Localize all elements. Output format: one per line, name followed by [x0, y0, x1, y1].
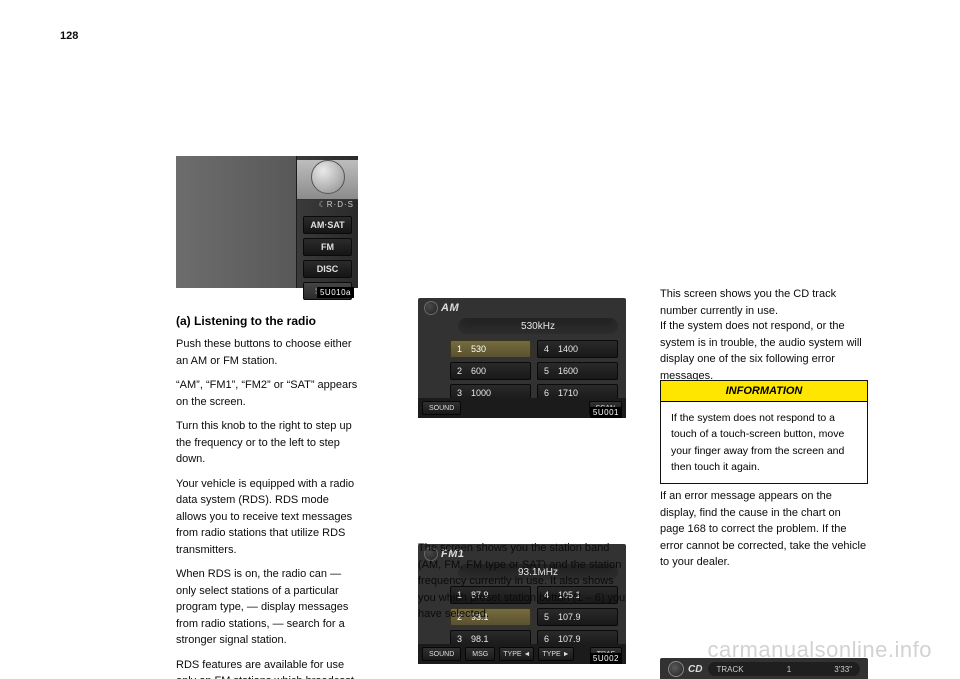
am-sound-button[interactable]: SOUND — [422, 401, 461, 410]
rds-logo: ☾R·D·S — [297, 200, 358, 212]
am-band-tag: AM — [418, 301, 459, 315]
am-screen: AM 530kHz 1530 41400 2600 51600 31000 61… — [418, 298, 626, 410]
volume-knob-area — [297, 160, 358, 200]
am-header: AM — [418, 298, 626, 318]
hardware-panel: ☾R·D·S AM·SAT FM DISC SCAN — [176, 156, 358, 288]
am-freq-bar: 530kHz — [458, 318, 618, 334]
am-screen-wrap: AM 530kHz 1530 41400 2600 51600 31000 61… — [418, 298, 626, 418]
preset-am-4[interactable]: 41400 — [537, 340, 618, 358]
fm-type-next-button[interactable]: TYPE ► — [538, 647, 573, 656]
col1-text: (a) Listening to the radio Push these bu… — [176, 312, 358, 679]
col2-caption: The screen shows you the station band (A… — [418, 540, 626, 623]
cd-band-label: CD — [688, 664, 702, 675]
image-id-fm: 5U002 — [590, 653, 622, 664]
col3-p1: This screen shows you the CD track numbe… — [660, 286, 868, 319]
image-id-am: 5U001 — [590, 407, 622, 418]
col1-p4: Your vehicle is equipped with a radio da… — [176, 476, 358, 559]
swirl-icon — [424, 301, 438, 315]
fm-sound-button[interactable]: SOUND — [422, 647, 461, 656]
cd-icon — [668, 661, 684, 677]
watermark: carmanualsonline.info — [707, 637, 932, 663]
am-sat-button[interactable]: AM·SAT — [303, 216, 352, 234]
col3-p2: If the system does not respond, or the s… — [660, 318, 868, 384]
col3-p3: If an error message appears on the displ… — [660, 488, 868, 571]
preset-am-5[interactable]: 51600 — [537, 362, 618, 380]
fm-type-prev-button[interactable]: TYPE ◄ — [499, 647, 534, 656]
hw-button-column: ☾R·D·S AM·SAT FM DISC SCAN — [296, 156, 358, 288]
disc-button[interactable]: DISC — [303, 260, 352, 278]
tune-knob[interactable] — [311, 160, 345, 194]
information-body: If the system does not respond to a touc… — [661, 402, 867, 483]
col1-p2: “AM”, “FM1”, “FM2” or “SAT” appears on t… — [176, 377, 358, 410]
col1-p3: Turn this knob to the right to step up t… — [176, 418, 358, 468]
preset-am-2[interactable]: 2600 — [450, 362, 531, 380]
information-box: INFORMATION If the system does not respo… — [660, 380, 868, 484]
col1-heading: (a) Listening to the radio — [176, 312, 358, 330]
fm-button[interactable]: FM — [303, 238, 352, 256]
hardware-panel-wrap: ☾R·D·S AM·SAT FM DISC SCAN 5U010a — [176, 156, 358, 298]
information-heading: INFORMATION — [661, 381, 867, 402]
col1-p1: Push these buttons to choose either an A… — [176, 336, 358, 369]
col1-p6: RDS features are available for use only … — [176, 657, 358, 679]
image-id-1: 5U010a — [317, 287, 354, 298]
preset-am-1[interactable]: 1530 — [450, 340, 531, 358]
page-number: 128 — [60, 28, 78, 45]
col1-p5: When RDS is on, the radio can — only sel… — [176, 566, 358, 649]
fm-msg-button[interactable]: MSG — [465, 647, 495, 656]
cd-track-bar: TRACK 1 3'33" — [708, 662, 860, 676]
